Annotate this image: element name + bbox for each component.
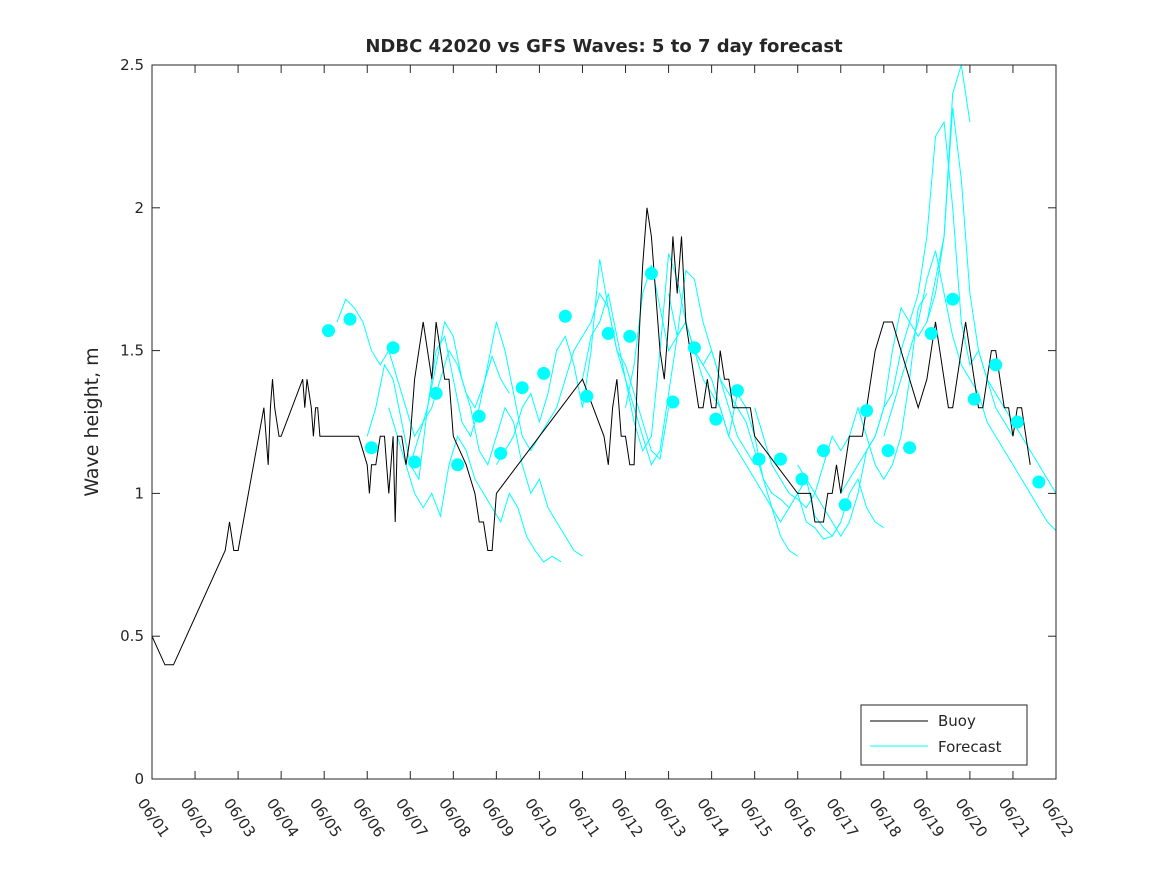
forecast-point xyxy=(408,455,422,469)
forecast-point xyxy=(687,341,701,355)
forecast-point xyxy=(752,452,766,466)
forecast-point xyxy=(343,312,357,326)
forecast-point xyxy=(451,458,465,472)
forecast-point xyxy=(580,389,594,403)
forecast-point xyxy=(601,327,615,340)
forecast-run-line-11 xyxy=(754,293,928,509)
forecast-points xyxy=(322,267,1046,512)
forecast-point xyxy=(989,358,1003,372)
forecast-point xyxy=(730,384,744,398)
plot-area xyxy=(152,65,1056,779)
forecast-point xyxy=(322,324,335,338)
forecast-run-line-9 xyxy=(668,293,842,540)
forecast-run-line-4 xyxy=(409,320,583,557)
forecast-point xyxy=(881,444,895,458)
forecast-point xyxy=(537,366,551,380)
forecast-point xyxy=(494,446,508,460)
y-axis: 0 0.5 1 1.5 2 2.5 xyxy=(120,56,1056,788)
forecast-run-line-14 xyxy=(883,250,1057,531)
chart-title: NDBC 42020 vs GFS Waves: 5 to 7 day fore… xyxy=(365,36,843,57)
forecast-point xyxy=(558,309,572,323)
forecast-point xyxy=(860,404,874,418)
forecast-point xyxy=(472,409,486,423)
legend-box xyxy=(860,704,1028,766)
forecast-point xyxy=(515,381,529,395)
forecast-point xyxy=(666,395,680,409)
forecast-point xyxy=(386,341,400,355)
y-tick-label: 2 xyxy=(134,199,144,217)
y-tick-label: 0 xyxy=(134,770,144,788)
forecast-point xyxy=(1010,415,1024,429)
forecast-run-line-3 xyxy=(388,407,562,563)
forecast-point xyxy=(967,392,981,406)
legend: Buoy Forecast xyxy=(860,704,1028,766)
legend-buoy-label: Buoy xyxy=(938,712,976,730)
forecast-point xyxy=(817,444,830,458)
legend-forecast-label: Forecast xyxy=(938,738,1002,756)
forecast-point xyxy=(644,267,658,280)
forecast-point xyxy=(709,412,723,426)
y-tick-label: 1.5 xyxy=(120,342,144,360)
y-tick-label: 2.5 xyxy=(120,56,144,74)
forecast-point xyxy=(838,498,852,512)
forecast-run-line-15 xyxy=(926,107,1057,494)
buoy-series xyxy=(151,207,1031,666)
y-tick-label: 0.5 xyxy=(120,627,144,645)
forecast-point xyxy=(1032,475,1046,489)
plot-frame xyxy=(151,64,1057,780)
forecast-point xyxy=(946,292,960,306)
forecast-point xyxy=(429,386,443,400)
forecast-point xyxy=(924,327,938,340)
forecast-point xyxy=(365,441,378,455)
buoy-line xyxy=(151,207,1031,666)
forecast-point xyxy=(774,452,787,466)
forecast-point xyxy=(903,441,917,455)
forecast-run-line-7 xyxy=(582,253,756,466)
forecast-point xyxy=(795,472,809,486)
y-axis-label: Wave height, m xyxy=(81,347,103,496)
forecast-run-line-2 xyxy=(366,321,540,481)
forecast-point xyxy=(623,329,637,343)
y-tick-label: 1 xyxy=(134,484,144,502)
forecast-run-line-5 xyxy=(495,259,670,466)
